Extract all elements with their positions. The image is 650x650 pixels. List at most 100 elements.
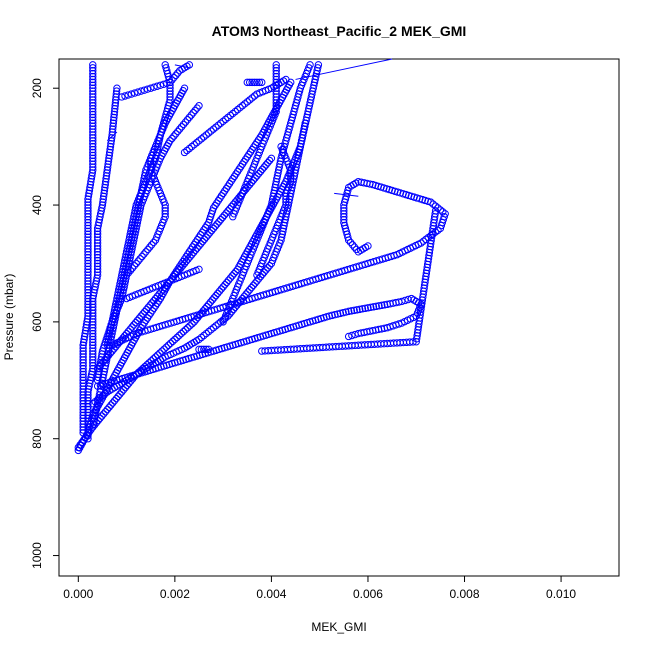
data-point: [243, 78, 251, 87]
data-point: [84, 198, 92, 206]
data-point: [282, 201, 290, 209]
data-point: [93, 248, 102, 256]
data-point: [173, 333, 181, 342]
data-point: [224, 113, 232, 122]
data-point: [89, 107, 97, 116]
data-point: [161, 213, 169, 221]
data-point: [84, 245, 92, 253]
data-point: [272, 107, 280, 116]
data-point: [354, 329, 363, 338]
data-point: [108, 131, 116, 139]
data-point: [133, 316, 142, 325]
y-axis: 200 400 600 800 1000: [30, 78, 59, 569]
data-point: [130, 262, 139, 270]
data-point: [212, 123, 220, 131]
data-point: [248, 78, 256, 87]
data-point: [89, 350, 97, 358]
data-point: [183, 116, 192, 124]
data-point: [89, 119, 97, 127]
data-point: [83, 315, 92, 323]
data-point: [89, 142, 97, 151]
data-point: [226, 274, 235, 282]
data-point: [215, 287, 224, 295]
data-point: [272, 99, 280, 107]
data-point: [108, 128, 117, 136]
data-point: [204, 327, 213, 336]
data-point: [84, 213, 92, 221]
data-point: [267, 154, 276, 163]
data-point: [88, 169, 97, 177]
data-point: [151, 294, 160, 303]
data-point: [112, 93, 120, 101]
data-point: [166, 93, 174, 101]
data-point: [195, 345, 203, 354]
data-point: [282, 195, 290, 203]
data-point: [79, 382, 87, 390]
data-point: [93, 271, 102, 279]
data-point: [89, 84, 97, 92]
data-point: [272, 104, 280, 113]
data-point: [116, 390, 124, 398]
data-point: [331, 311, 339, 319]
data-point: [127, 90, 136, 98]
y-tick-label: 1000: [30, 542, 44, 569]
data-point: [84, 210, 92, 218]
data-point: [89, 122, 97, 130]
data-point: [84, 256, 92, 265]
data-point: [272, 90, 280, 98]
data-point: [367, 303, 375, 312]
data-point: [190, 140, 198, 149]
data-point: [162, 343, 170, 351]
data-point: [340, 204, 348, 212]
data-point: [109, 125, 117, 133]
data-point: [197, 345, 206, 354]
data-point: [195, 137, 203, 145]
x-tick-label: 0.002: [160, 587, 190, 601]
data-point: [247, 283, 256, 292]
data-point: [118, 388, 126, 396]
data-point: [142, 305, 151, 314]
data-point: [211, 222, 219, 230]
data-point: [287, 172, 295, 180]
data-point: [272, 66, 280, 75]
data-point: [244, 183, 252, 191]
data-point: [121, 92, 129, 100]
data-point: [117, 336, 125, 344]
data-point: [210, 294, 218, 302]
data-point: [245, 78, 254, 87]
data-point: [245, 96, 254, 104]
data-point: [221, 314, 230, 322]
data-point: [175, 266, 183, 274]
data-point: [184, 255, 192, 263]
data-point: [84, 306, 92, 314]
data-point: [110, 107, 119, 116]
data-point: [380, 301, 389, 309]
data-point: [198, 237, 207, 246]
data-point: [158, 347, 166, 355]
data-point: [79, 399, 87, 408]
data-point: [84, 253, 92, 262]
data-point: [84, 288, 92, 297]
data-point: [150, 83, 158, 91]
data-point: [84, 221, 92, 230]
data-point: [89, 154, 97, 163]
data-point: [161, 61, 169, 69]
data-point: [104, 351, 113, 360]
x-axis-label: MEK_GMI: [311, 620, 366, 634]
data-point: [108, 347, 116, 355]
x-tick-label: 0.000: [63, 587, 93, 601]
data-point: [84, 277, 92, 285]
data-point: [79, 370, 87, 379]
data-point: [137, 87, 145, 95]
data-point: [431, 210, 439, 218]
data-point: [79, 391, 87, 399]
data-point: [282, 198, 290, 206]
data-point: [89, 134, 97, 142]
data-point: [250, 78, 259, 87]
data-point: [79, 423, 87, 431]
data-point: [336, 309, 345, 318]
data-point: [262, 161, 270, 169]
data-point: [121, 332, 129, 340]
data-point: [84, 283, 92, 291]
data-point: [89, 93, 97, 101]
